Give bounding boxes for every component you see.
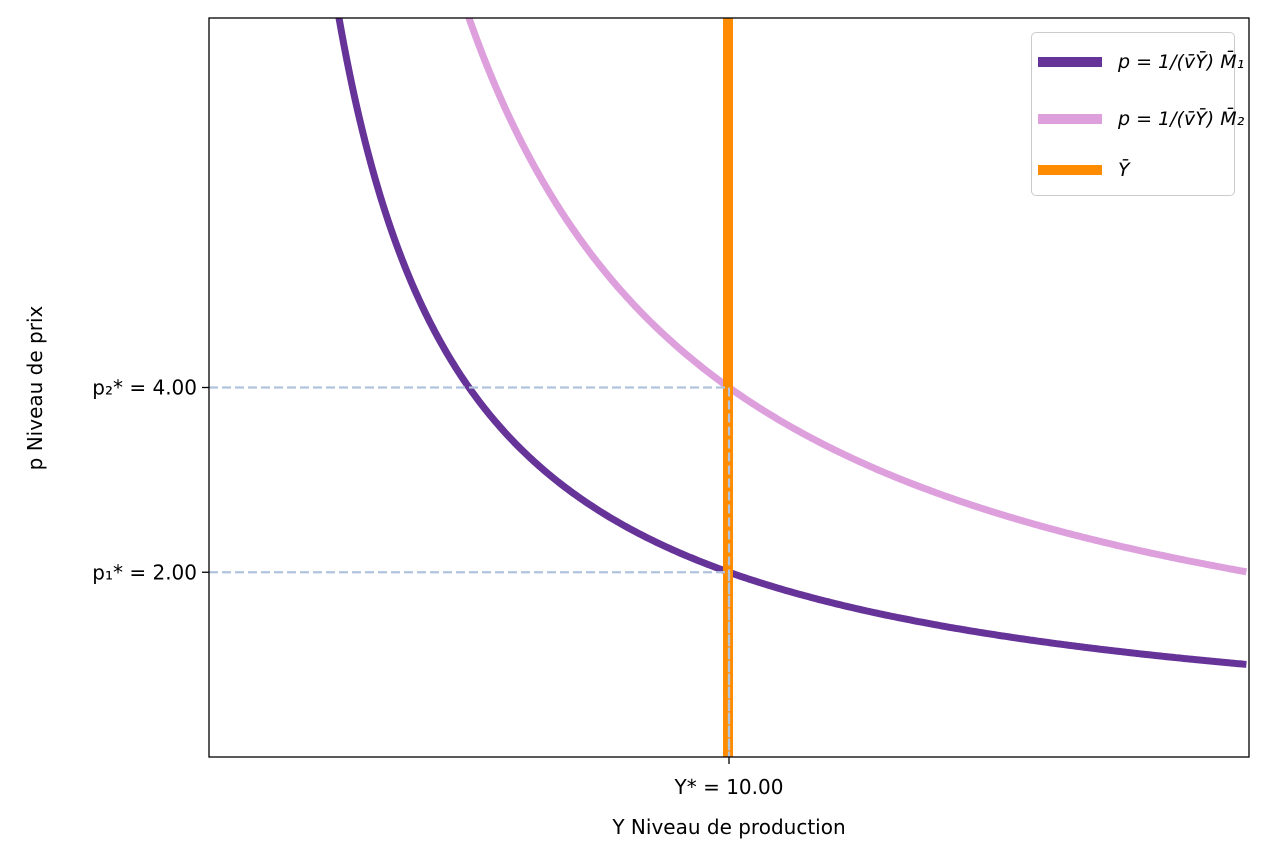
legend-swatch-ybar	[1038, 165, 1102, 175]
x-tick-label: Y* = 10.00	[674, 775, 784, 799]
legend-swatch-m1	[1038, 57, 1102, 67]
legend: p = 1/(v̄Ȳ) M̄₁ p = 1/(v̄Ȳ) M̄₂ Ȳ	[1031, 32, 1244, 196]
legend-label-m1: p = 1/(v̄Ȳ) M̄₁	[1118, 51, 1245, 73]
series-curve-1	[335, 18, 1247, 668]
series-curve-2	[465, 18, 1248, 576]
legend-item-m1: p = 1/(v̄Ȳ) M̄₁	[1038, 47, 1244, 77]
legend-item-ybar: Ȳ	[1038, 155, 1130, 185]
y-axis-label: p Niveau de prix	[23, 306, 47, 471]
legend-swatch-m2	[1038, 114, 1102, 124]
legend-item-m2: p = 1/(v̄Ȳ) M̄₂	[1038, 104, 1244, 134]
legend-label-ybar: Ȳ	[1118, 159, 1130, 181]
legend-label-m2: p = 1/(v̄Ȳ) M̄₂	[1118, 108, 1245, 130]
y-tick-label: p₁* = 2.00	[92, 560, 197, 584]
x-axis-label: Y Niveau de production	[611, 815, 845, 839]
y-tick-label: p₂* = 4.00	[92, 376, 197, 400]
